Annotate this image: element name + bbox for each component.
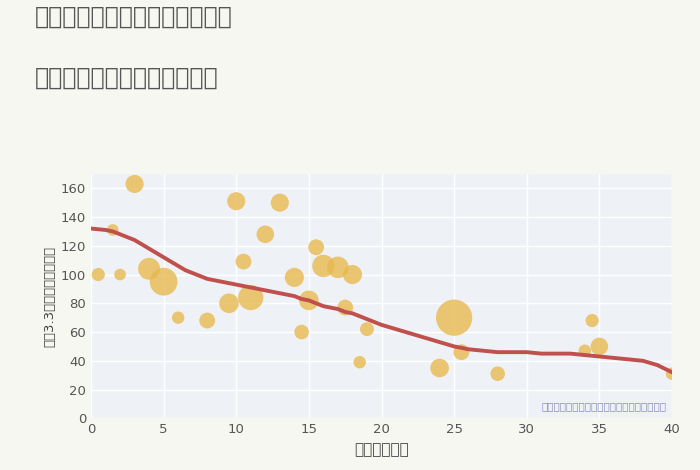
Point [129,180,140,188]
Point [238,258,249,266]
Text: 築年数別中古マンション価格: 築年数別中古マンション価格 [35,66,218,90]
X-axis label: 築年数（年）: 築年数（年） [354,442,409,457]
Point [107,226,118,234]
Point [231,197,242,205]
Point [158,278,169,285]
Point [449,314,460,321]
Point [666,370,678,377]
Point [361,325,372,333]
Point [456,348,467,356]
Point [587,317,598,324]
Point [434,364,445,372]
Point [346,271,358,278]
Point [245,294,256,301]
Point [223,299,235,307]
Point [289,274,300,281]
Text: 奈良県奈良市京終地方西側町の: 奈良県奈良市京終地方西側町の [35,5,232,29]
Point [260,230,271,238]
Point [318,262,329,270]
Y-axis label: 坪（3.3㎡）単価（万円）: 坪（3.3㎡）単価（万円） [43,245,57,347]
Point [172,314,183,321]
Point [202,317,213,324]
Point [354,359,365,366]
Text: 円の大きさは、取引のあった物件面積を示す: 円の大きさは、取引のあった物件面積を示す [541,401,666,411]
Point [274,199,286,206]
Point [296,328,307,336]
Point [332,264,344,271]
Point [580,347,591,354]
Point [594,343,605,350]
Point [492,370,503,377]
Point [311,243,322,251]
Point [144,265,155,273]
Point [92,271,104,278]
Point [340,304,351,311]
Point [114,271,126,278]
Point [303,297,314,304]
